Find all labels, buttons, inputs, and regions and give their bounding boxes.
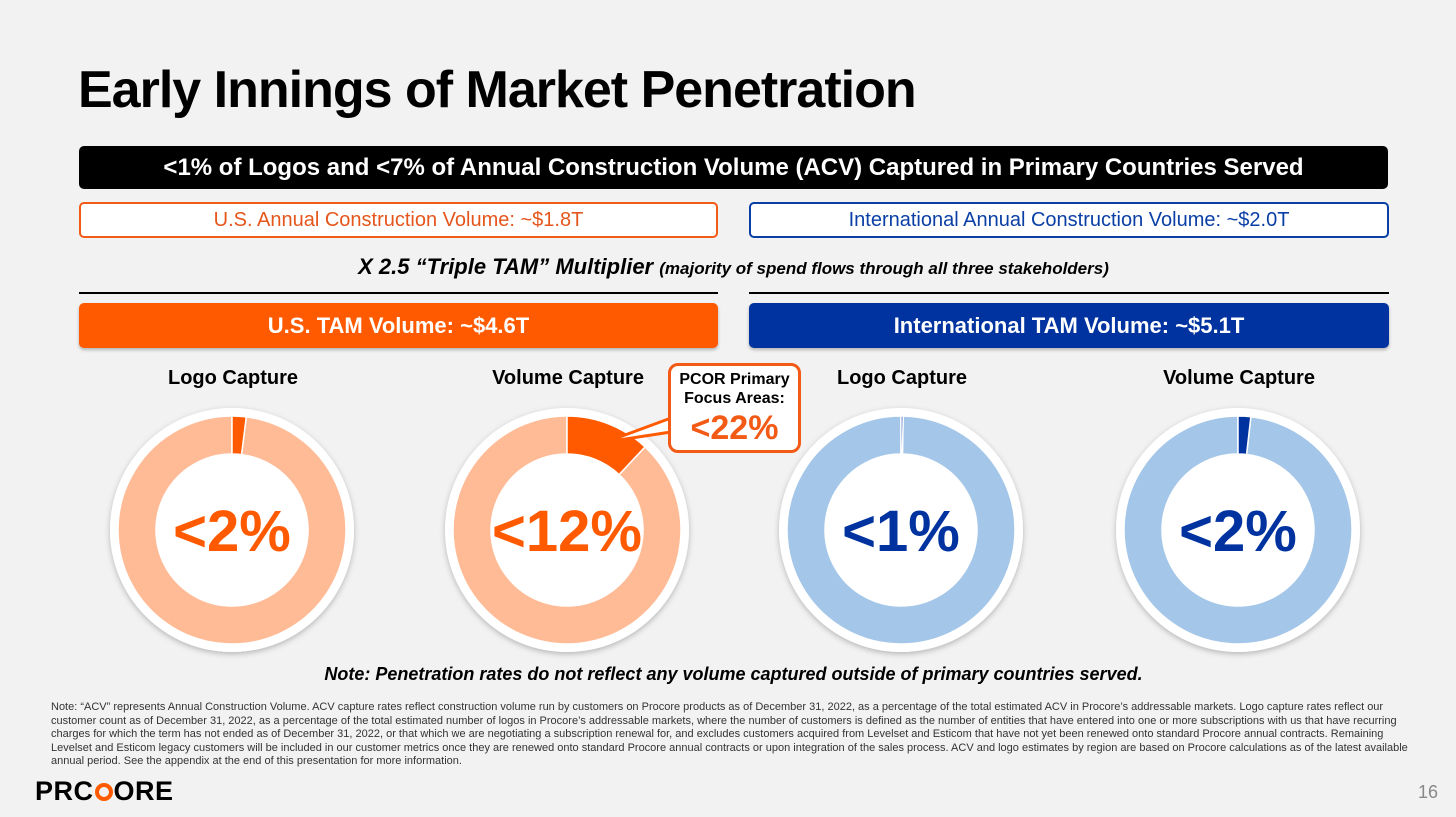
multiplier-line: X 2.5 “Triple TAM” Multiplier (majority … [79,254,1388,280]
intl-tam-bar: International TAM Volume: ~$5.1T [749,303,1389,348]
donut-hole [1162,454,1314,606]
us-tam-bar: U.S. TAM Volume: ~$4.6T [79,303,718,348]
donut-value-label: <12% [492,499,642,564]
multiplier-main: X 2.5 “Triple TAM” Multiplier [358,254,654,279]
logo-text-c: ORE [113,776,174,806]
donut-value-label: <2% [1179,499,1297,564]
intl-divider [749,292,1389,294]
page-number: 16 [1417,782,1438,802]
footnote: Note: “ACV” represents Annual Constructi… [51,701,1408,768]
donut-captured-slice [900,415,904,455]
penetration-note: Note: Penetration rates do not reflect a… [324,664,1143,684]
donut-hole [156,454,308,606]
us-volume-box: U.S. Annual Construction Volume: ~$1.8T [79,202,718,238]
chart-title-us-volume: Volume Capture [492,367,644,389]
donut-captured-slice [566,415,647,476]
headline-banner: <1% of Logos and <7% of Annual Construct… [79,146,1388,189]
slide-title: Early Innings of Market Penetration [78,61,917,119]
intl-volume-box: International Annual Construction Volume… [749,202,1389,238]
donut-remaining-slice [117,415,347,645]
pcor-callout: PCOR Primary Focus Areas: <22% [668,363,801,453]
logo-text-b: C [73,776,94,806]
chart-title-us-logo: Logo Capture [168,367,298,389]
callout-value: <22% [690,409,779,447]
procore-logo: PR C ORE [35,776,174,807]
logo-text-a: PR [35,776,74,806]
donut-hole [491,454,643,606]
logo-o-mark [94,782,113,801]
chart-title-intl-volume: Volume Capture [1163,367,1315,389]
us-divider [79,292,718,294]
donut-value-label: <1% [842,499,960,564]
donut-value-label: <2% [173,499,291,564]
donut-hole [825,454,977,606]
multiplier-note: (majority of spend flows through all thr… [659,259,1109,278]
callout-title: PCOR Primary Focus Areas: [679,371,790,407]
chart-title-intl-logo: Logo Capture [837,367,967,389]
